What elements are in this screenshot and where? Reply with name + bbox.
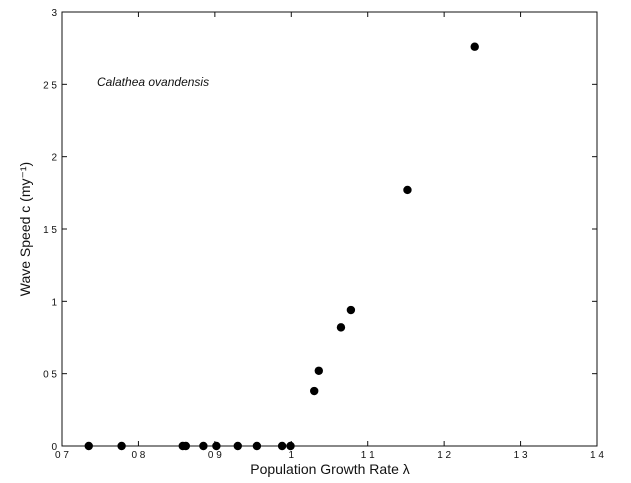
y-tick-label: 2 5 (43, 80, 57, 91)
data-point (277, 441, 287, 451)
data-point (212, 441, 221, 451)
y-tick-label: 1 (51, 297, 57, 308)
y-tick-label: 2 (51, 153, 57, 164)
data-point (336, 323, 346, 332)
data-point (84, 441, 93, 451)
x-tick-label: 1 3 (514, 450, 528, 461)
data-point (470, 42, 479, 51)
y-tick-label: 0 (51, 442, 57, 453)
x-tick-label: 0 8 (131, 450, 145, 461)
x-tick-label: 0 9 (208, 450, 222, 461)
annotation-species: Calathea ovandensis (97, 75, 209, 89)
data-point (314, 366, 323, 375)
x-tick-label: 0 7 (55, 450, 69, 461)
data-point (117, 441, 126, 451)
y-axis-ticks: 0 0 5 1 1 5 2 2 5 3 (43, 8, 597, 453)
data-point (252, 441, 262, 451)
y-tick-label: 0 5 (43, 370, 57, 381)
data-point (286, 441, 295, 451)
data-point (233, 441, 242, 451)
data-points (84, 42, 479, 451)
y-tick-label: 3 (51, 8, 57, 19)
data-point (346, 305, 356, 315)
x-tick-label: 1 2 (437, 450, 451, 461)
data-point (181, 441, 191, 451)
y-tick-label: 1 5 (43, 225, 57, 236)
x-axis-ticks: 0 7 0 8 0 9 1 1 1 1 2 1 3 1 4 (55, 12, 604, 461)
data-point (310, 386, 319, 396)
x-tick-label: 1 (289, 450, 295, 461)
x-tick-label: 1 1 (361, 450, 375, 461)
x-axis-title: Population Growth Rate λ (250, 461, 410, 477)
x-tick-label: 1 4 (590, 450, 604, 461)
data-point (403, 185, 412, 195)
data-point (199, 441, 208, 451)
y-axis-title: Wave Speed c (my⁻¹) (17, 162, 33, 296)
